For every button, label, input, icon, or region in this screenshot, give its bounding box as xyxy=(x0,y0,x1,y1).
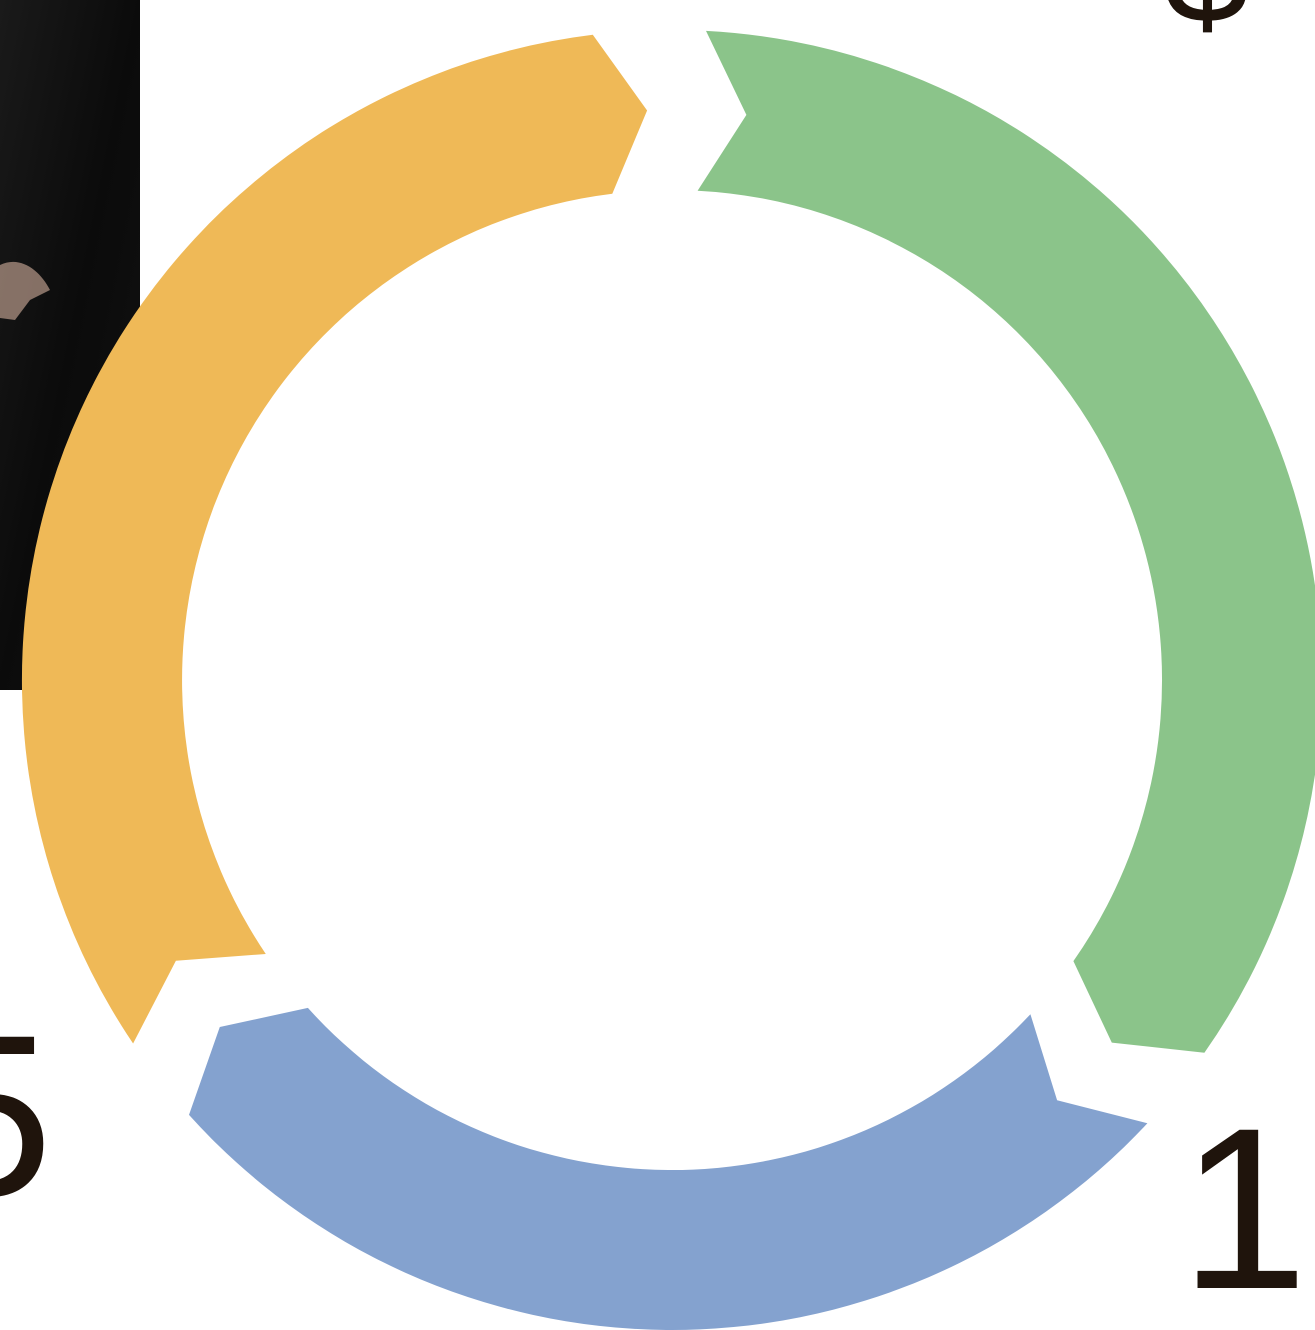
cycle-ring xyxy=(22,31,1315,1330)
segment-green xyxy=(698,31,1315,1053)
label-right: 10 xyxy=(1180,1080,1315,1330)
diagram: $ 5 10 xyxy=(0,0,1315,1330)
segment-blue xyxy=(189,1008,1147,1330)
page: $ 5 10 (() => { const data = JSON.parse(… xyxy=(0,0,1315,1330)
label-top: $ xyxy=(1165,0,1248,54)
label-left: 5 xyxy=(0,987,53,1244)
